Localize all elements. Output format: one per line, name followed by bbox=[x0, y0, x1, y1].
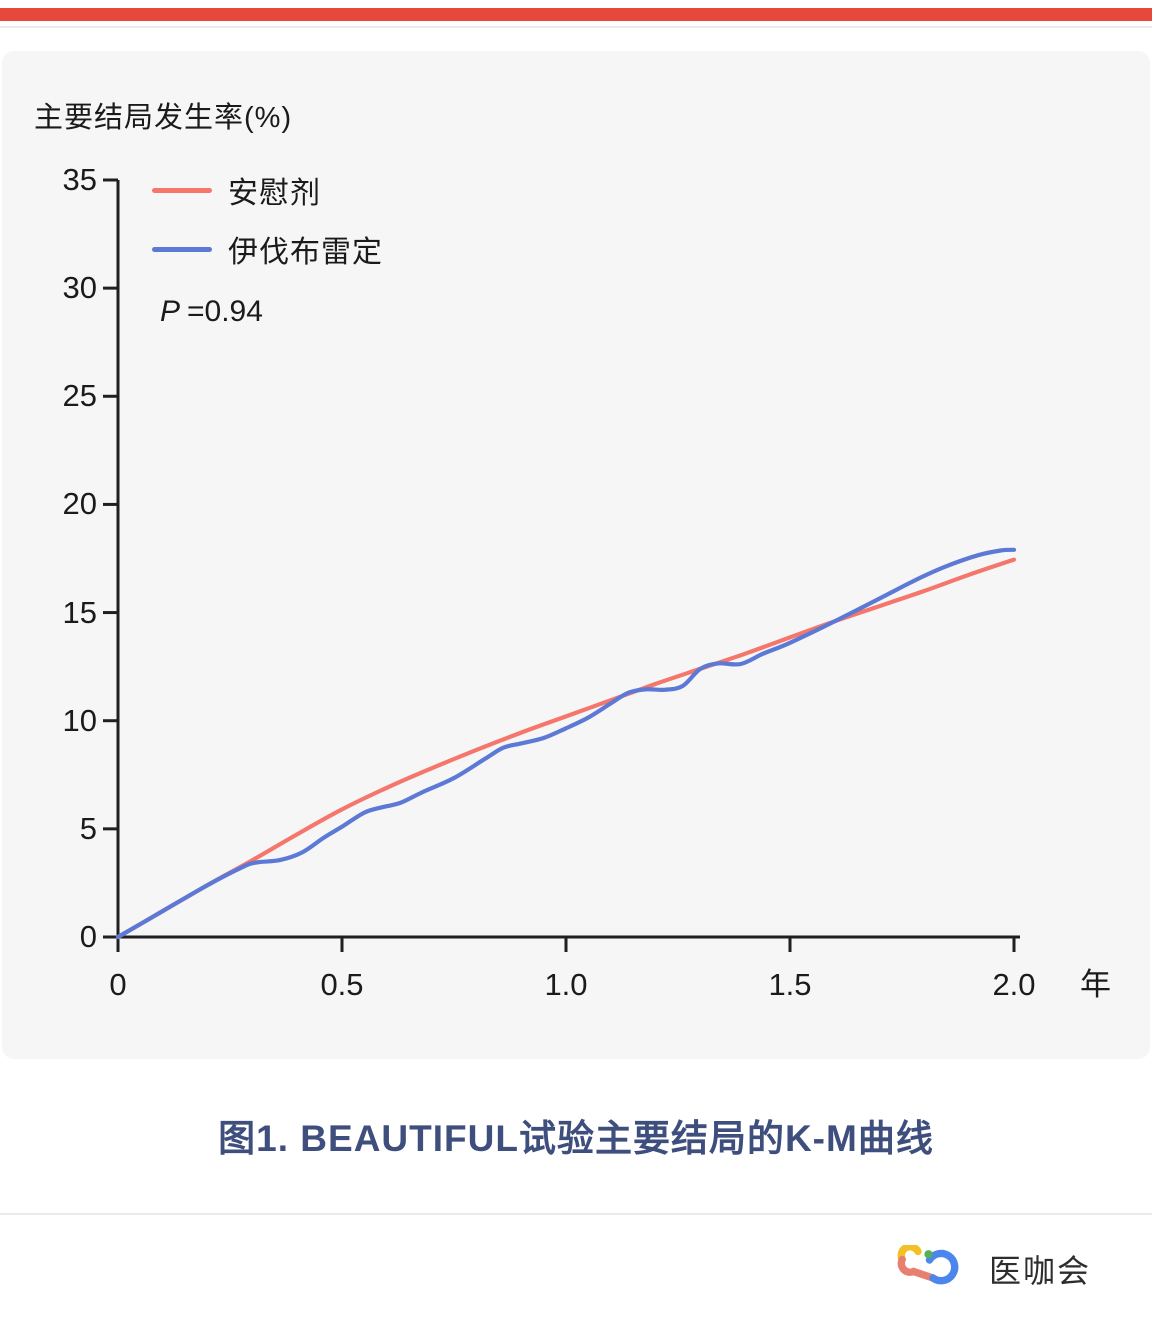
x-tick-label: 2.0 bbox=[992, 967, 1036, 1002]
y-tick-label: 15 bbox=[62, 594, 97, 630]
p-value-symbol: P bbox=[160, 295, 181, 328]
legend-line-swatch bbox=[152, 187, 212, 193]
y-tick-label: 35 bbox=[62, 161, 97, 197]
x-tick-label: 1.0 bbox=[544, 967, 588, 1002]
x-tick-label: 0 bbox=[109, 967, 127, 1002]
footer-brand: 医咖会 bbox=[897, 1245, 1091, 1293]
x-tick-label: 1.5 bbox=[768, 967, 812, 1002]
y-tick-label: 20 bbox=[62, 486, 97, 522]
p-value-number: =0.94 bbox=[187, 295, 263, 328]
legend-label: 伊伐布雷定 bbox=[228, 236, 383, 269]
x-tick-label: 0.5 bbox=[320, 967, 364, 1002]
bottom-divider-line bbox=[0, 1213, 1152, 1215]
y-tick-label: 25 bbox=[62, 378, 97, 414]
chart-legend: 安慰剂 伊伐布雷定 bbox=[152, 172, 383, 290]
top-divider-line bbox=[0, 26, 1152, 28]
y-tick-label: 10 bbox=[62, 702, 97, 738]
p-value: P =0.94 bbox=[160, 295, 263, 329]
legend-item: 伊伐布雷定 bbox=[152, 231, 383, 269]
infinity-logo-icon bbox=[897, 1245, 959, 1285]
legend-item: 安慰剂 bbox=[152, 172, 383, 210]
figure-caption: 图1. BEAUTIFUL试验主要结局的K-M曲线 bbox=[218, 1118, 934, 1159]
logo-green-dot bbox=[924, 1250, 933, 1259]
top-accent-bar bbox=[0, 8, 1152, 21]
x-axis-unit-label: 年 bbox=[1080, 967, 1111, 1002]
legend-label: 安慰剂 bbox=[228, 177, 321, 210]
y-tick-label: 30 bbox=[62, 270, 97, 306]
legend-line-swatch bbox=[152, 246, 212, 252]
chart-title: 主要结局发生率(%) bbox=[34, 102, 293, 134]
brand-name: 医咖会 bbox=[989, 1253, 1092, 1289]
y-tick-label: 0 bbox=[79, 919, 97, 954]
y-tick-label: 5 bbox=[79, 810, 97, 846]
